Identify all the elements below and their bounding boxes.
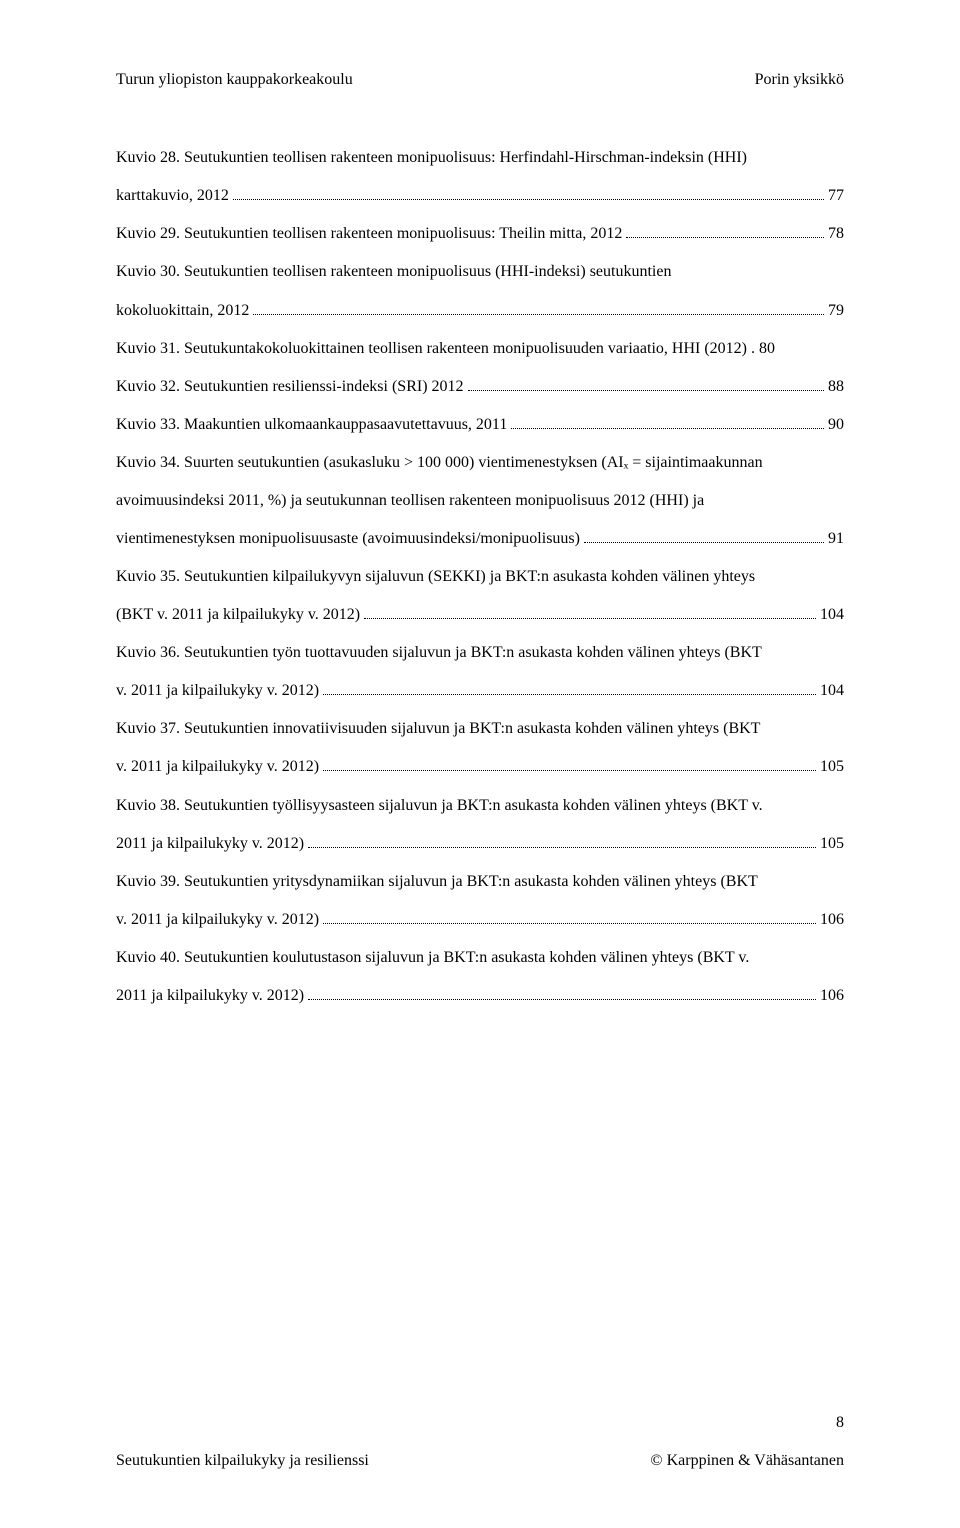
- toc-entry-page: 105: [820, 825, 844, 863]
- toc-entry-line: Kuvio 38. Seutukuntien työllisyysasteen …: [116, 787, 844, 825]
- toc-entry: Kuvio 40. Seutukuntien koulutustason sij…: [116, 939, 844, 1015]
- toc-entry-text: Kuvio 30. Seutukuntien teollisen rakente…: [116, 253, 671, 291]
- toc-leader-dots: [468, 375, 824, 390]
- header-left: Turun yliopiston kauppakorkeakoulu: [116, 70, 353, 89]
- toc-leader-dots: [323, 908, 816, 923]
- toc-entry-line: avoimuusindeksi 2011, %) ja seutukunnan …: [116, 482, 844, 520]
- toc-entry-text: vientimenestyksen monipuolisuusaste (avo…: [116, 520, 580, 558]
- toc-entry: Kuvio 39. Seutukuntien yritysdynamiikan …: [116, 863, 844, 939]
- toc-entry-line: vientimenestyksen monipuolisuusaste (avo…: [116, 520, 844, 558]
- toc-entry-line: 2011 ja kilpailukyky v. 2012) 106: [116, 977, 844, 1015]
- toc-entry-text: karttakuvio, 2012: [116, 177, 229, 215]
- toc-leader-dots: [323, 756, 816, 771]
- toc-leader-dots: [626, 223, 824, 238]
- toc-entry-line: kokoluokittain, 2012 79: [116, 292, 844, 330]
- toc-entry-line: Kuvio 36. Seutukuntien työn tuottavuuden…: [116, 634, 844, 672]
- toc-entry-page: 106: [820, 901, 844, 939]
- toc-entry-page: 104: [820, 596, 844, 634]
- toc-entry-text: Kuvio 35. Seutukuntien kilpailukyvyn sij…: [116, 558, 755, 596]
- toc-entry-page: 106: [820, 977, 844, 1015]
- toc-entry-line: Kuvio 34. Suurten seutukuntien (asukaslu…: [116, 444, 844, 482]
- toc-entry-page: 78: [828, 215, 844, 253]
- toc-entry-text: v. 2011 ja kilpailukyky v. 2012): [116, 672, 319, 710]
- toc-entry-line: Kuvio 39. Seutukuntien yritysdynamiikan …: [116, 863, 844, 901]
- toc-entry-page: 91: [828, 520, 844, 558]
- toc-entry: Kuvio 38. Seutukuntien työllisyysasteen …: [116, 787, 844, 863]
- toc-entry-line: (BKT v. 2011 ja kilpailukyky v. 2012) 104: [116, 596, 844, 634]
- toc-entry-line: Kuvio 29. Seutukuntien teollisen rakente…: [116, 215, 844, 253]
- toc-entry-text: v. 2011 ja kilpailukyky v. 2012): [116, 901, 319, 939]
- toc-entry-text: Kuvio 38. Seutukuntien työllisyysasteen …: [116, 787, 763, 825]
- document-page: Turun yliopiston kauppakorkeakoulu Porin…: [0, 0, 960, 1528]
- toc-entry-page: 77: [828, 177, 844, 215]
- toc-entry-text: 2011 ja kilpailukyky v. 2012): [116, 977, 304, 1015]
- toc-entry-text: Kuvio 40. Seutukuntien koulutustason sij…: [116, 939, 749, 977]
- toc-entry-line: v. 2011 ja kilpailukyky v. 2012) 106: [116, 901, 844, 939]
- toc-entry: Kuvio 37. Seutukuntien innovatiivisuuden…: [116, 710, 844, 786]
- toc-leader-dots: [308, 985, 816, 1000]
- toc-entry-page: 88: [828, 368, 844, 406]
- toc-entry-page: 104: [820, 672, 844, 710]
- page-header: Turun yliopiston kauppakorkeakoulu Porin…: [116, 70, 844, 89]
- footer-left: Seutukuntien kilpailukyky ja resilienssi: [116, 1452, 369, 1470]
- toc-entry: Kuvio 29. Seutukuntien teollisen rakente…: [116, 215, 844, 253]
- toc-entry-page: 105: [820, 748, 844, 786]
- toc-entry-line: Kuvio 31. Seutukuntakokoluokittainen teo…: [116, 330, 844, 368]
- toc-leader-dots: [253, 299, 824, 314]
- toc-entry: Kuvio 33. Maakuntien ulkomaankauppasaavu…: [116, 406, 844, 444]
- toc-entry-text: (BKT v. 2011 ja kilpailukyky v. 2012): [116, 596, 360, 634]
- toc-entry: Kuvio 31. Seutukuntakokoluokittainen teo…: [116, 330, 844, 368]
- toc-entry-line: 2011 ja kilpailukyky v. 2012) 105: [116, 825, 844, 863]
- table-of-figures: Kuvio 28. Seutukuntien teollisen rakente…: [116, 139, 844, 1015]
- toc-entry-line: Kuvio 30. Seutukuntien teollisen rakente…: [116, 253, 844, 291]
- toc-entry-text: Kuvio 31. Seutukuntakokoluokittainen teo…: [116, 330, 775, 368]
- footer-right: © Karppinen & Vähäsantanen: [650, 1452, 844, 1470]
- toc-entry-line: Kuvio 40. Seutukuntien koulutustason sij…: [116, 939, 844, 977]
- toc-entry: Kuvio 35. Seutukuntien kilpailukyvyn sij…: [116, 558, 844, 634]
- toc-entry-line: Kuvio 32. Seutukuntien resilienssi-indek…: [116, 368, 844, 406]
- toc-entry-line: v. 2011 ja kilpailukyky v. 2012) 104: [116, 672, 844, 710]
- toc-entry-text: Kuvio 29. Seutukuntien teollisen rakente…: [116, 215, 622, 253]
- toc-entry-text: kokoluokittain, 2012: [116, 292, 249, 330]
- toc-entry-line: Kuvio 28. Seutukuntien teollisen rakente…: [116, 139, 844, 177]
- toc-entry-line: karttakuvio, 2012 77: [116, 177, 844, 215]
- toc-entry-line: Kuvio 33. Maakuntien ulkomaankauppasaavu…: [116, 406, 844, 444]
- toc-entry-text: v. 2011 ja kilpailukyky v. 2012): [116, 748, 319, 786]
- toc-entry: Kuvio 32. Seutukuntien resilienssi-indek…: [116, 368, 844, 406]
- toc-leader-dots: [364, 604, 816, 619]
- toc-entry: Kuvio 36. Seutukuntien työn tuottavuuden…: [116, 634, 844, 710]
- toc-entry-text: Kuvio 37. Seutukuntien innovatiivisuuden…: [116, 710, 760, 748]
- toc-entry: Kuvio 30. Seutukuntien teollisen rakente…: [116, 253, 844, 329]
- toc-entry-text: 2011 ja kilpailukyky v. 2012): [116, 825, 304, 863]
- toc-entry-text: Kuvio 36. Seutukuntien työn tuottavuuden…: [116, 634, 762, 672]
- header-right: Porin yksikkö: [755, 70, 844, 89]
- toc-entry-page: 90: [828, 406, 844, 444]
- toc-entry-line: Kuvio 35. Seutukuntien kilpailukyvyn sij…: [116, 558, 844, 596]
- toc-entry-text: Kuvio 32. Seutukuntien resilienssi-indek…: [116, 368, 464, 406]
- toc-entry-text: avoimuusindeksi 2011, %) ja seutukunnan …: [116, 482, 704, 520]
- toc-entry-line: v. 2011 ja kilpailukyky v. 2012) 105: [116, 748, 844, 786]
- toc-entry: Kuvio 34. Suurten seutukuntien (asukaslu…: [116, 444, 844, 558]
- toc-leader-dots: [511, 413, 824, 428]
- toc-leader-dots: [584, 528, 824, 543]
- toc-leader-dots: [323, 680, 816, 695]
- toc-entry-text: Kuvio 28. Seutukuntien teollisen rakente…: [116, 139, 747, 177]
- toc-entry-text: Kuvio 39. Seutukuntien yritysdynamiikan …: [116, 863, 758, 901]
- toc-entry-line: Kuvio 37. Seutukuntien innovatiivisuuden…: [116, 710, 844, 748]
- page-footer: Seutukuntien kilpailukyky ja resilienssi…: [116, 1452, 844, 1470]
- toc-leader-dots: [308, 832, 816, 847]
- toc-entry-text: Kuvio 34. Suurten seutukuntien (asukaslu…: [116, 444, 763, 482]
- toc-entry: Kuvio 28. Seutukuntien teollisen rakente…: [116, 139, 844, 215]
- toc-leader-dots: [233, 185, 824, 200]
- toc-entry-page: 79: [828, 292, 844, 330]
- toc-entry-text: Kuvio 33. Maakuntien ulkomaankauppasaavu…: [116, 406, 507, 444]
- page-number: 8: [836, 1414, 844, 1432]
